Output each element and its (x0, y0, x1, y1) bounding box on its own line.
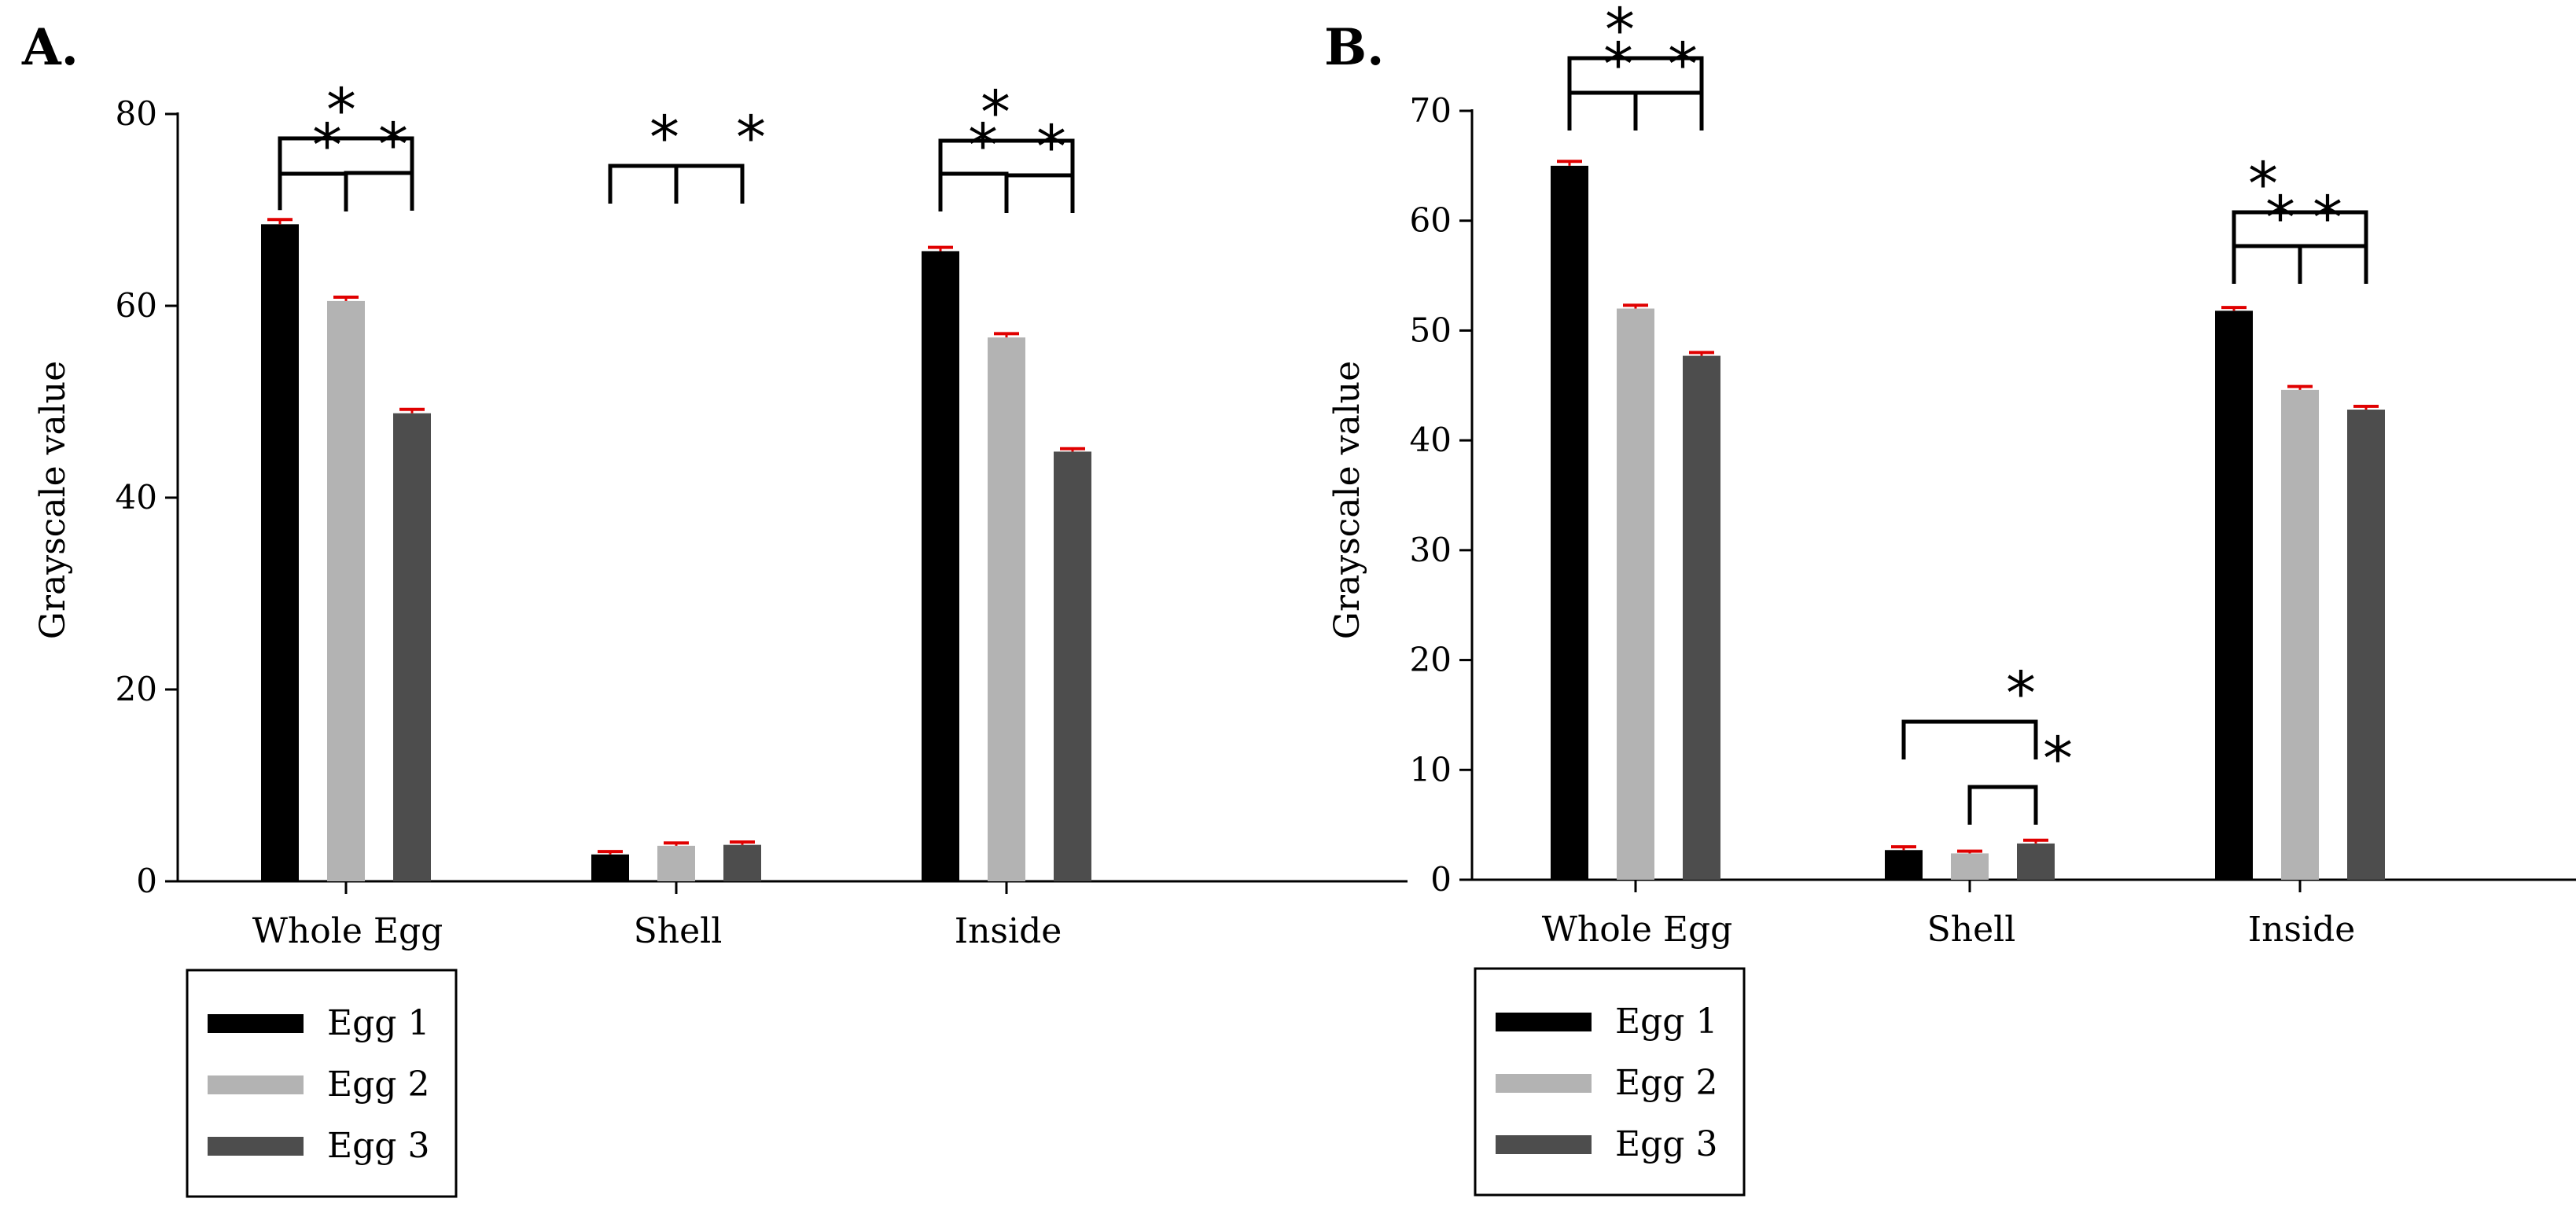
panel-b-ytick-label-20: 20 (1410, 641, 1452, 679)
panel-b-sig-inside-egg-1-egg-3-bracket (2232, 210, 2368, 250)
panel-a-bar-inside-egg-2 (988, 337, 1025, 881)
panel-b-sig-inside-egg-1-egg-3-star: * (2248, 149, 2278, 219)
panel-a-legend: Egg 1 Egg 2 Egg 3 (186, 969, 458, 1198)
panel-b-legend-swatch-egg2 (1496, 1074, 1592, 1093)
panel-a-legend-swatch-egg2 (208, 1075, 304, 1094)
panel-b-legend-label-egg1: Egg 1 (1615, 1002, 1717, 1042)
panel-a-axes: 0 20 40 60 80 Whole Egg Shell Inside (116, 94, 1408, 951)
panel-a-sig-shell-egg-1-egg-3-bracket (608, 164, 745, 204)
panel-a-sig-shell-egg-1-egg-3-star: * (736, 102, 766, 172)
panel-a-sig-whole-egg-egg-1-egg-3-bracket (278, 136, 414, 176)
panel-b-sig-shell-egg-1-egg-3-star: * (2006, 658, 2036, 728)
panel-b-bar-shell-egg-3 (2017, 843, 2055, 880)
panel-b-bar-shell-egg-2 (1951, 853, 1989, 880)
panel-b-significance: ** ***** * (1567, 0, 2368, 825)
panel-b-legend-swatch-egg3 (1496, 1135, 1592, 1154)
panel-a-sig-shell-egg-1-egg-2-star: * (650, 102, 679, 172)
panel-a-bar-whole-egg-egg-1 (261, 224, 299, 881)
panel-b-sig-inside-egg-2-egg-3-bracket (2298, 244, 2368, 284)
panel-a-ytick-label-0: 0 (136, 862, 157, 900)
panel-a-bar-inside-egg-3 (1054, 451, 1091, 881)
panel-b-sig-shell-egg-2-egg-3-star: * (2043, 723, 2073, 793)
panel-b-bar-inside-egg-2 (2281, 389, 2319, 881)
panel-b-axes: 0 10 20 30 40 50 60 70 Whole Egg Shell Inside (1410, 91, 2576, 950)
panel-b-ytick-label-70: 70 (1410, 91, 1452, 130)
panel-a-legend-label-egg3: Egg 3 (327, 1126, 429, 1166)
panel-a-legend-frame (186, 969, 458, 1198)
panel-b-bar-shell-egg-1 (1885, 850, 1923, 880)
panel-b-bar-whole-egg-egg-2 (1617, 308, 1654, 880)
panel-a-bar-shell-egg-3 (723, 844, 761, 881)
panel-a-sig-whole-egg-egg-2-egg-3-star: * (378, 109, 408, 179)
panel-a-sig-whole-egg-egg-2-egg-3-bracket (344, 171, 414, 211)
panel-a-bar-shell-egg-1 (591, 854, 629, 881)
panel-a-bar-whole-egg-egg-3 (393, 413, 431, 881)
panel-a-ylabel: Grayscale value (33, 361, 73, 639)
panel-a-sig-inside-egg-2-egg-3-bracket (1004, 173, 1075, 213)
panel-a-sig-whole-egg-egg-1-egg-2-star: * (312, 110, 342, 180)
panel-b-bar-inside-egg-3 (2347, 410, 2385, 880)
panel-b-bars (1551, 160, 2385, 881)
panel-a-legend-label-egg2: Egg 2 (327, 1064, 429, 1105)
panel-a-chart: A. Grayscale value 0 20 40 60 80 Whole Egg She… (21, 18, 1408, 1198)
panel-a-label: A. (21, 18, 79, 77)
panel-b-sig-whole-egg-egg-1-egg-3-star: * (1605, 0, 1635, 64)
panel-b-sig-inside-egg-2-egg-3-star: * (2313, 182, 2342, 252)
panel-b-sig-whole-egg-egg-1-egg-3-bracket (1567, 56, 1704, 96)
panel-a-xtick-label-inside: Inside (955, 911, 1062, 951)
panel-b-legend-label-egg3: Egg 3 (1615, 1124, 1717, 1164)
panel-b-legend-frame (1474, 967, 1746, 1197)
panel-b-chart: B. Grayscale value 0 10 20 30 40 50 60 70 Whole … (1324, 0, 2576, 1197)
panel-a-xtick-label-whole-egg: Whole Egg (252, 911, 443, 951)
panel-b-sig-whole-egg-egg-2-egg-3-bracket (1633, 90, 1704, 131)
panel-b-ylabel: Grayscale value (1327, 361, 1367, 639)
panel-b-sig-whole-egg-egg-2-egg-3-star: * (1668, 29, 1698, 99)
panel-a-bar-inside-egg-1 (922, 251, 959, 882)
panel-b-ytick-label-10: 10 (1410, 750, 1452, 789)
panel-b-bar-whole-egg-egg-1 (1551, 165, 1588, 880)
panel-a-significance: ** * * * ** * (278, 75, 1075, 213)
panel-b-bar-inside-egg-1 (2215, 311, 2253, 880)
panel-a-legend-label-egg1: Egg 1 (327, 1003, 429, 1043)
panel-b-xtick-label-shell: Shell (1927, 910, 2016, 950)
panel-a-sig-inside-egg-2-egg-3-star: * (1036, 112, 1066, 182)
panel-b-sig-whole-egg-egg-1-egg-2-star: * (1603, 29, 1633, 99)
panel-b-ytick-label-60: 60 (1410, 201, 1452, 240)
panel-a-bar-whole-egg-egg-2 (327, 300, 365, 881)
panel-b-legend-swatch-egg1 (1496, 1013, 1592, 1031)
panel-a-xtick-label-shell: Shell (634, 911, 723, 951)
panel-a-ytick-label-40: 40 (116, 478, 157, 517)
panel-a-sig-whole-egg-egg-1-egg-3-star: * (326, 75, 356, 145)
panel-b-ytick-label-40: 40 (1410, 421, 1452, 459)
panel-b-ytick-label-30: 30 (1410, 531, 1452, 569)
panel-a-sig-inside-egg-1-egg-3-star: * (981, 77, 1010, 147)
panel-b-sig-shell-egg-1-egg-3-bracket (1901, 719, 2038, 759)
panel-a-sig-inside-egg-1-egg-3-bracket (938, 138, 1075, 178)
panel-a-legend-swatch-egg1 (208, 1014, 304, 1033)
panel-b-xtick-label-inside: Inside (2248, 910, 2356, 950)
panel-a-bars (261, 218, 1091, 882)
panel-b-label: B. (1324, 18, 1384, 77)
panel-a-bar-shell-egg-2 (657, 845, 695, 881)
panel-a-legend-swatch-egg3 (208, 1137, 304, 1156)
panel-a-sig-inside-egg-1-egg-2-star: * (968, 110, 998, 180)
panel-b-legend-label-egg2: Egg 2 (1615, 1063, 1717, 1103)
panel-b-ytick-label-0: 0 (1430, 860, 1452, 899)
panel-a-ytick-label-60: 60 (116, 286, 157, 325)
panel-b-xtick-label-whole-egg: Whole Egg (1542, 910, 1733, 950)
panel-b-sig-inside-egg-1-egg-2-star: * (2265, 182, 2295, 252)
panel-a-ytick-label-20: 20 (116, 670, 157, 708)
panel-b-ytick-label-50: 50 (1410, 311, 1452, 349)
panel-b-sig-shell-egg-2-egg-3-bracket (1967, 785, 2038, 825)
panel-b-bar-whole-egg-egg-3 (1683, 355, 1720, 880)
panel-b-legend: Egg 1 Egg 2 Egg 3 (1474, 967, 1746, 1197)
panel-a-ytick-label-80: 80 (116, 94, 157, 133)
